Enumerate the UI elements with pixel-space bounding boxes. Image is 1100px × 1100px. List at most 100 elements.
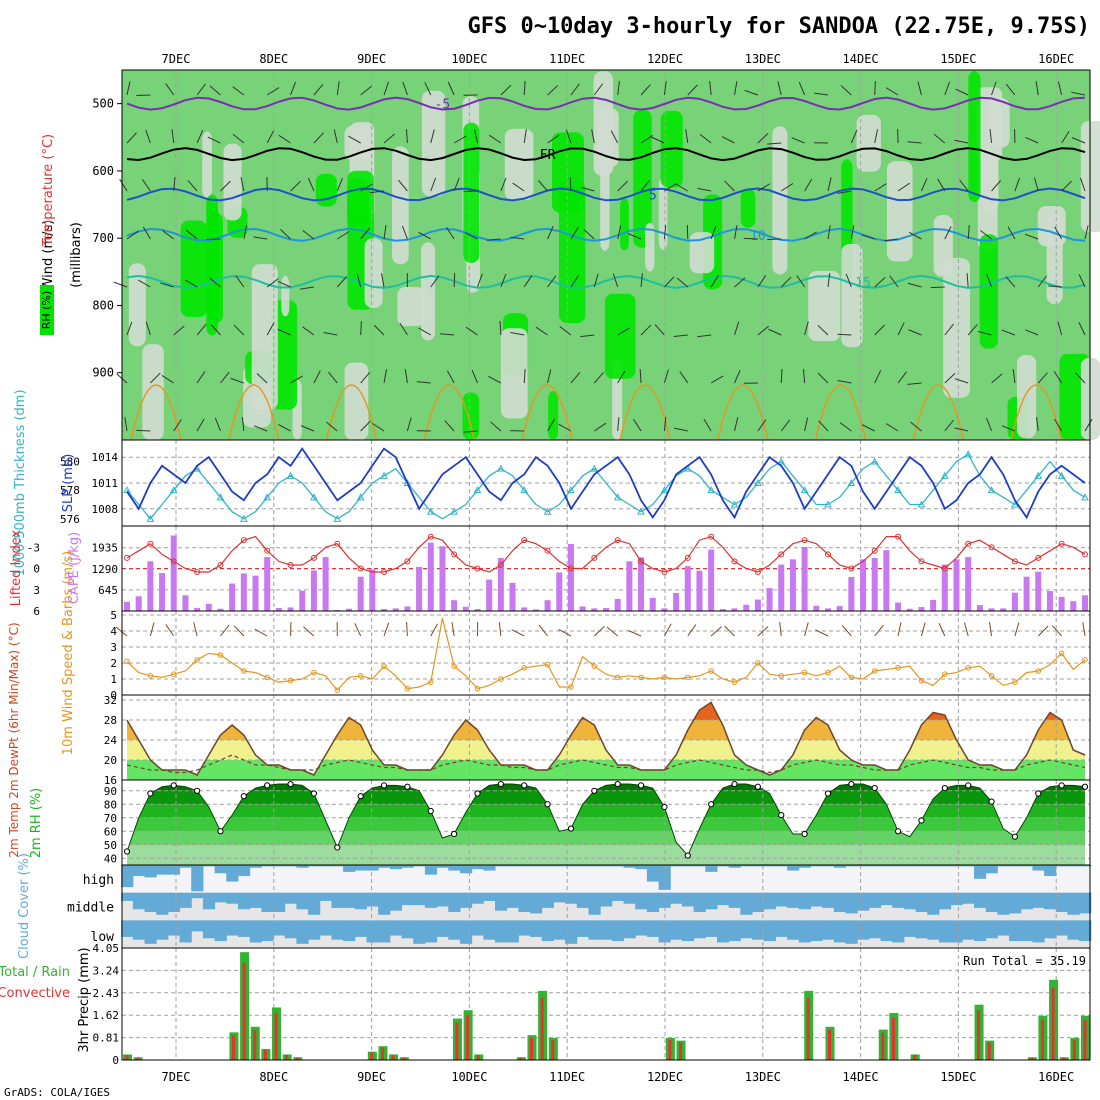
cloud-bar-middle bbox=[845, 892, 858, 914]
precip-convective-bar bbox=[828, 1030, 832, 1060]
li-point bbox=[544, 547, 551, 554]
cloud-bar-middle bbox=[214, 892, 227, 903]
wind-barb bbox=[777, 81, 782, 96]
wind-barb bbox=[360, 372, 371, 384]
cloud-bar-middle bbox=[798, 892, 811, 910]
cloud-bar-middle bbox=[588, 892, 601, 915]
cape-bar bbox=[147, 561, 154, 611]
wind-barb bbox=[399, 322, 408, 336]
wind-barb bbox=[233, 324, 245, 336]
wind-barb bbox=[734, 81, 738, 96]
wind-barb bbox=[209, 277, 221, 288]
cloud-bar-high bbox=[822, 865, 835, 867]
cloud-bar-high bbox=[389, 865, 403, 870]
wind-speed-point bbox=[521, 665, 528, 671]
thickness-line bbox=[126, 453, 1086, 520]
wind-barb bbox=[547, 225, 554, 240]
wind-barb bbox=[149, 622, 155, 637]
wind-speed-point bbox=[1082, 657, 1088, 663]
wind-barb bbox=[1025, 136, 1039, 144]
rh-point bbox=[988, 798, 995, 805]
wind-barb bbox=[710, 626, 722, 637]
rh-point bbox=[871, 784, 878, 792]
wind-barb bbox=[1036, 417, 1039, 432]
cloud-bar-middle bbox=[938, 892, 952, 910]
cape-bar bbox=[229, 583, 236, 611]
cloud-bar-high bbox=[202, 865, 216, 867]
bottom-date-label: 9DEC bbox=[357, 1070, 386, 1084]
cloud-bar-high bbox=[775, 865, 788, 867]
pressure-tick-label: 900 bbox=[92, 366, 114, 380]
cape-bar bbox=[614, 598, 621, 611]
cloud-bar-low bbox=[1032, 920, 1045, 943]
wind-barb bbox=[451, 622, 455, 637]
wind-speed-point bbox=[544, 661, 551, 668]
li-line bbox=[126, 535, 1086, 573]
thickness-tick-label: 578 bbox=[60, 484, 80, 497]
cape-bar bbox=[684, 566, 691, 611]
wind-barb bbox=[804, 231, 817, 240]
wind-barb bbox=[383, 81, 390, 96]
cloud-bar-high bbox=[1032, 865, 1045, 871]
cloud-bar-high bbox=[1044, 865, 1057, 877]
wind-barb bbox=[986, 417, 993, 432]
precip-convective-bar bbox=[1040, 1020, 1044, 1060]
precip-convective-bar bbox=[263, 1050, 267, 1060]
cloud-bar-middle bbox=[950, 892, 963, 906]
cloud-bar-middle bbox=[892, 892, 905, 908]
precip-convective-bar bbox=[391, 1055, 395, 1060]
legend-rh-swatch bbox=[40, 285, 54, 335]
cape-bar bbox=[474, 609, 481, 611]
cloud-bar-high bbox=[553, 865, 566, 867]
slp-tick-label: 1014 bbox=[92, 451, 119, 464]
cloud-bar-low bbox=[202, 920, 216, 939]
wind-barb bbox=[837, 190, 852, 194]
wind-barb bbox=[897, 371, 907, 384]
li-point bbox=[638, 558, 645, 565]
isotherm-line bbox=[126, 274, 1086, 289]
bottom-date-label: 7DEC bbox=[162, 1070, 191, 1084]
rh-point bbox=[193, 787, 201, 794]
wind-tick-label: 1 bbox=[110, 673, 117, 686]
wind-barb bbox=[1024, 233, 1039, 240]
wind-barb bbox=[416, 381, 431, 384]
bottom-date-label: 8DEC bbox=[259, 1070, 288, 1084]
pressure-tick-label: 800 bbox=[92, 298, 114, 312]
li-point bbox=[497, 561, 504, 568]
cape-bar bbox=[696, 570, 703, 611]
cloud-bar-middle bbox=[787, 892, 800, 908]
cape-bar bbox=[1046, 591, 1053, 611]
cape-bar bbox=[579, 606, 586, 611]
thickness-point bbox=[263, 493, 272, 501]
cape-bar bbox=[556, 572, 563, 611]
top-date-label: 8DEC bbox=[259, 52, 288, 66]
cloud-bar-high bbox=[541, 865, 554, 867]
li-point bbox=[661, 569, 668, 576]
cape-bar bbox=[135, 596, 142, 611]
thickness-point bbox=[1034, 471, 1043, 479]
wind-barb bbox=[453, 272, 456, 288]
wind-speed-point bbox=[871, 668, 878, 674]
cloud-bar-low bbox=[646, 920, 660, 937]
cloud-bar-high bbox=[997, 865, 1010, 867]
cloud-bar-high bbox=[623, 865, 636, 868]
wind-barb bbox=[850, 225, 855, 240]
wind-barb bbox=[944, 226, 952, 240]
wind-barb bbox=[254, 425, 268, 432]
wind-barb bbox=[798, 81, 806, 96]
wind-barb bbox=[591, 129, 595, 144]
wind-barb bbox=[743, 237, 758, 240]
wind-barb bbox=[303, 626, 315, 637]
slp-tick-label: 1011 bbox=[92, 477, 119, 490]
wind-barb bbox=[453, 135, 467, 144]
cloud-bar-middle bbox=[1067, 892, 1080, 915]
cloud-bar-high bbox=[857, 865, 870, 867]
cape-bar bbox=[883, 550, 890, 611]
cape-tick-label: 1290 bbox=[92, 563, 119, 576]
cape-bar bbox=[789, 559, 796, 611]
pressure-axis-label: (millibars) bbox=[69, 222, 84, 288]
wind-barb bbox=[290, 81, 296, 96]
cloud-bar-middle bbox=[740, 892, 753, 915]
wind-barb bbox=[253, 236, 268, 240]
cloud-bar-low bbox=[728, 920, 741, 942]
